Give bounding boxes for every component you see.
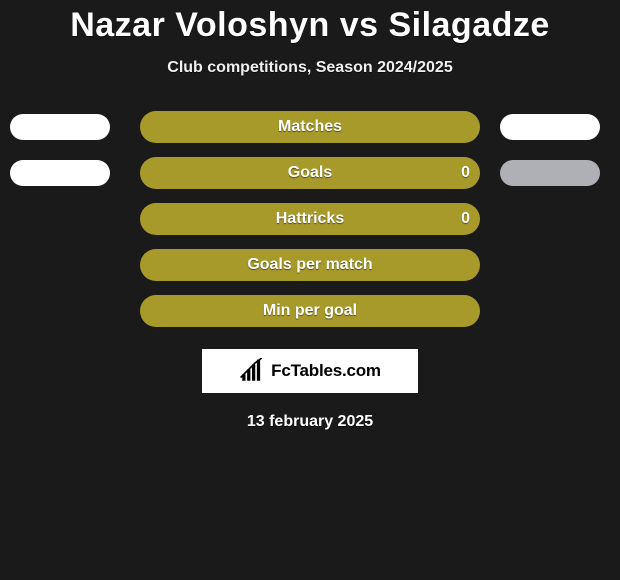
logo-text: FcTables.com xyxy=(271,361,381,381)
stat-label: Hattricks xyxy=(276,210,344,228)
stat-label: Min per goal xyxy=(263,302,357,320)
stat-label: Goals xyxy=(288,164,332,182)
stat-label: Matches xyxy=(278,118,342,136)
right-pill xyxy=(500,114,600,140)
footer-date: 13 february 2025 xyxy=(0,413,620,431)
stat-row: Matches xyxy=(0,111,620,143)
left-pill xyxy=(10,160,110,186)
left-pill xyxy=(10,114,110,140)
stat-bar: Goals per match xyxy=(140,249,480,281)
stat-row: Goals per match xyxy=(0,249,620,281)
right-pill xyxy=(500,160,600,186)
stat-bar: Goals 0 xyxy=(140,157,480,189)
stat-bar: Min per goal xyxy=(140,295,480,327)
stat-value-right: 0 xyxy=(461,164,470,182)
subtitle: Club competitions, Season 2024/2025 xyxy=(0,59,620,77)
stat-row: Hattricks 0 xyxy=(0,203,620,235)
stat-row: Min per goal xyxy=(0,295,620,327)
stats-stack: Matches Goals 0 Hattricks 0 Goals per ma… xyxy=(0,111,620,327)
stat-value-right: 0 xyxy=(461,210,470,228)
stat-bar: Matches xyxy=(140,111,480,143)
stat-bar: Hattricks 0 xyxy=(140,203,480,235)
logo-icon xyxy=(239,358,265,384)
logo: FcTables.com xyxy=(202,349,418,393)
stat-label: Goals per match xyxy=(247,256,372,274)
stat-row: Goals 0 xyxy=(0,157,620,189)
page-title: Nazar Voloshyn vs Silagadze xyxy=(0,0,620,45)
